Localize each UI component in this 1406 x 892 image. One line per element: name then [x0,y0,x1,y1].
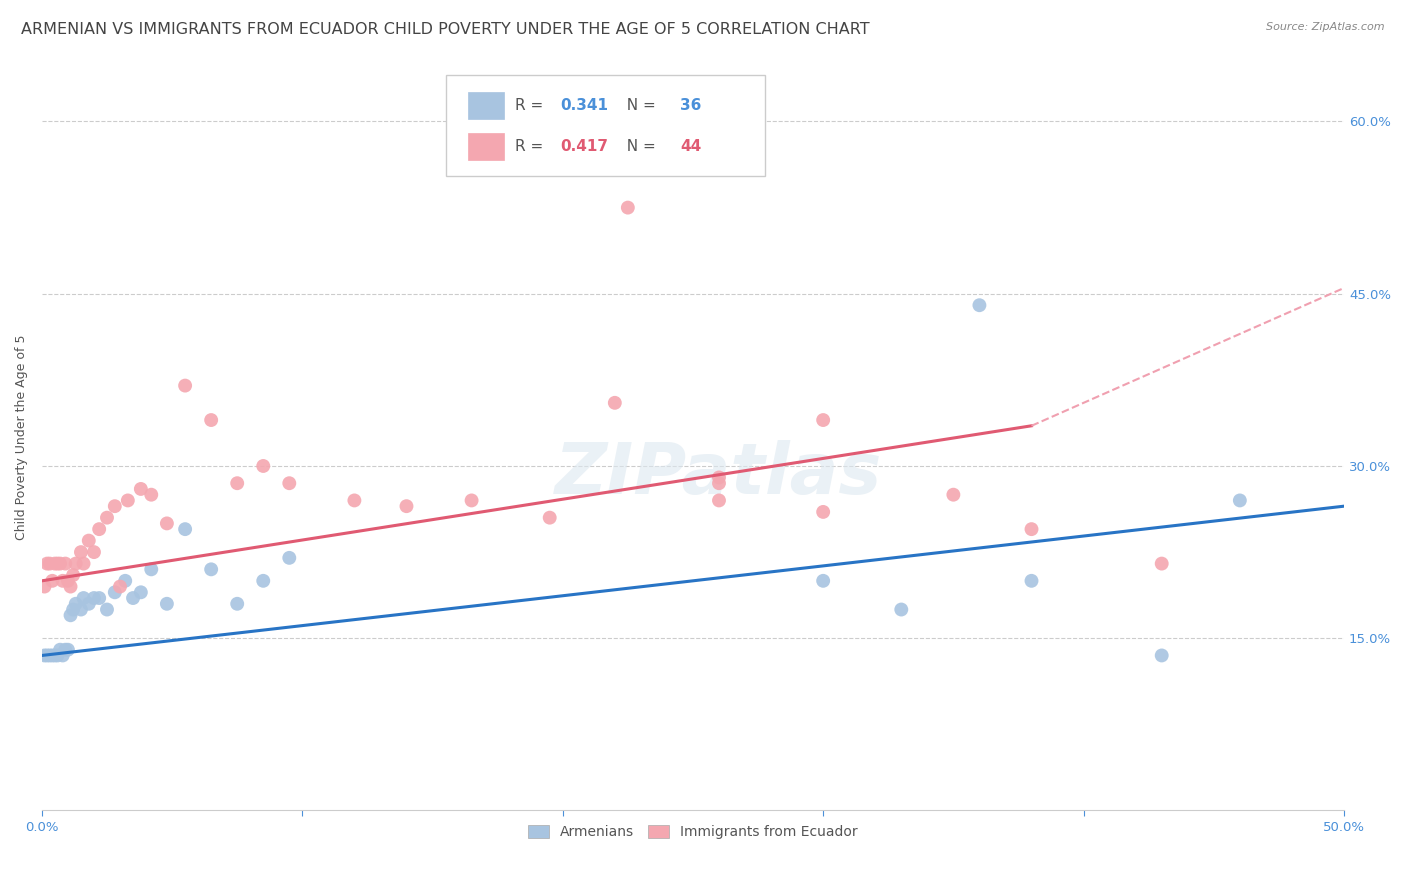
Text: Source: ZipAtlas.com: Source: ZipAtlas.com [1267,22,1385,32]
Point [38,557,60,571]
Point [108,580,131,594]
Point [49,642,72,657]
Point [1021,522,1043,536]
Point [104,499,127,513]
Point [96,602,118,616]
Point [72,557,94,571]
Point [1150,648,1173,663]
Point [129,482,152,496]
Point [70,602,93,616]
Point [707,470,730,484]
Point [72,591,94,605]
Point [811,413,834,427]
Text: N =: N = [617,138,661,153]
Point [77,597,100,611]
Point [395,499,418,513]
Point [538,510,561,524]
Point [707,476,730,491]
Point [41,574,63,588]
Point [122,591,145,605]
Point [35,557,58,571]
Point [62,602,84,616]
Point [89,591,111,605]
Point [343,493,366,508]
Point [226,597,249,611]
Point [707,493,730,508]
Point [890,602,912,616]
Y-axis label: Child Poverty Under the Age of 5: Child Poverty Under the Age of 5 [15,334,28,540]
Point [811,574,834,588]
Text: R =: R = [515,138,548,153]
Point [49,557,72,571]
Point [83,545,105,559]
Point [52,574,75,588]
Point [52,648,75,663]
Point [104,585,127,599]
Point [56,642,79,657]
Text: ZIPatlas: ZIPatlas [555,440,883,509]
Point [70,545,93,559]
Point [252,458,274,473]
Point [156,597,179,611]
Point [83,591,105,605]
Point [156,516,179,531]
Text: ARMENIAN VS IMMIGRANTS FROM ECUADOR CHILD POVERTY UNDER THE AGE OF 5 CORRELATION: ARMENIAN VS IMMIGRANTS FROM ECUADOR CHIL… [21,22,870,37]
Bar [468,134,505,160]
Point [34,580,56,594]
Point [59,608,82,623]
Text: 0.341: 0.341 [560,97,609,112]
Point [811,505,834,519]
Point [89,522,111,536]
Point [1229,493,1251,508]
Point [117,493,139,508]
Point [969,298,991,312]
Text: 44: 44 [681,138,702,153]
Point [41,648,63,663]
Point [200,413,222,427]
Point [942,488,965,502]
Point [278,476,301,491]
Point [44,557,66,571]
Point [53,557,76,571]
Point [35,648,58,663]
Point [226,476,249,491]
Text: 36: 36 [681,97,702,112]
Point [77,533,100,548]
Point [1021,574,1043,588]
Point [59,580,82,594]
Point [278,550,301,565]
Point [53,642,76,657]
Text: 0.417: 0.417 [560,138,609,153]
Point [44,648,66,663]
Point [62,568,84,582]
Point [96,510,118,524]
Text: N =: N = [617,97,661,112]
Point [603,396,626,410]
Point [252,574,274,588]
Point [65,597,87,611]
Point [617,201,640,215]
Point [174,378,197,392]
Point [34,648,56,663]
Point [46,648,69,663]
Point [460,493,482,508]
Point [200,562,222,576]
Point [114,574,136,588]
Point [46,557,69,571]
Bar [468,93,505,119]
Point [56,574,79,588]
Legend: Armenians, Immigrants from Ecuador: Armenians, Immigrants from Ecuador [523,820,863,845]
Point [141,488,163,502]
Point [1150,557,1173,571]
Point [141,562,163,576]
Point [129,585,152,599]
Point [174,522,197,536]
Point [65,557,87,571]
Text: R =: R = [515,97,548,112]
Point [38,648,60,663]
FancyBboxPatch shape [446,75,765,176]
